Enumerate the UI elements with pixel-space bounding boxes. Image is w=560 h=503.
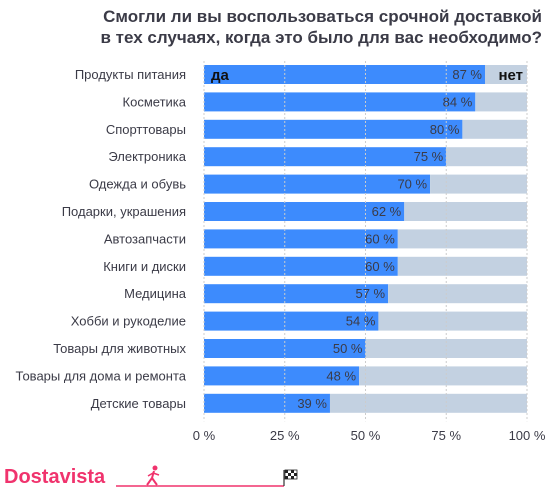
value-label: 62 % [372, 204, 402, 219]
bar-no [329, 393, 527, 413]
bar-yes [204, 119, 463, 139]
value-label: 48 % [326, 368, 356, 383]
bar-yes [204, 339, 366, 358]
runner-icon [146, 465, 160, 486]
x-tick-label: 0 % [193, 428, 216, 443]
bar-yes [204, 202, 405, 221]
chart-title-line-2: в тех случаях, когда это было для вас не… [100, 28, 542, 47]
value-label: 60 % [365, 259, 395, 274]
value-label: 80 % [430, 122, 460, 137]
brand-logo: Dostavista [4, 466, 106, 488]
bar-yes [204, 256, 398, 276]
category-label: Продукты питания [75, 67, 186, 82]
x-tick-label: 25 % [270, 428, 300, 443]
category-label: Товары для дома и ремонта [16, 368, 187, 383]
category-label: Спорттовары [106, 122, 186, 137]
x-tick-label: 50 % [351, 428, 381, 443]
category-label: Подарки, украшения [62, 204, 186, 219]
bar-yes [204, 65, 486, 84]
value-label: 50 % [333, 341, 363, 356]
bar-no [404, 202, 527, 221]
bar-no [430, 174, 527, 194]
value-label: 57 % [355, 286, 385, 301]
bar-no [365, 339, 527, 358]
category-label: Детские товары [91, 396, 186, 411]
bar-yes [204, 284, 389, 304]
value-label: 75 % [414, 149, 444, 164]
finish-flag-icon [283, 469, 298, 486]
bar-yes [204, 147, 447, 167]
value-label: 60 % [365, 231, 395, 246]
chart-title-line-1: Смогли ли вы воспользоваться срочной дос… [103, 7, 542, 26]
bar-no [485, 65, 527, 84]
bar-yes [204, 174, 431, 194]
bar-no [397, 229, 527, 249]
x-tick-label: 100 % [509, 428, 546, 443]
courier-route-icon [116, 465, 298, 487]
x-tick-label: 75 % [431, 428, 461, 443]
chart-title: Смогли ли вы воспользоваться срочной дос… [42, 6, 542, 48]
bar-no [462, 119, 527, 139]
bar-no [359, 366, 527, 386]
category-label: Косметика [123, 94, 187, 109]
bar-yes [204, 229, 398, 249]
bar-no [397, 256, 527, 276]
bar-no [446, 147, 527, 167]
legend-label-yes: да [211, 67, 230, 84]
bar-yes [204, 311, 379, 331]
category-label: Хобби и рукоделие [71, 314, 186, 329]
value-label: 70 % [397, 177, 427, 192]
bar-yes [204, 366, 360, 386]
bar-no [475, 92, 527, 112]
bar-chart: Продукты питания 87 % Косметика 84 % Спортто… [16, 61, 546, 443]
legend-label-no: нет [498, 67, 523, 84]
value-label: 54 % [346, 314, 376, 329]
value-label: 84 % [443, 94, 473, 109]
category-label: Одежда и обувь [89, 177, 186, 192]
category-label: Книги и диски [103, 259, 186, 274]
category-label: Товары для животных [53, 341, 186, 356]
bar-yes [204, 92, 476, 112]
bar-no [388, 284, 527, 304]
category-label: Автозапчасти [104, 231, 186, 246]
bar-yes [204, 393, 330, 413]
bar-no [378, 311, 527, 331]
category-label: Медицина [124, 286, 187, 301]
value-label: 87 % [452, 67, 482, 82]
value-label: 39 % [297, 396, 327, 411]
category-label: Электроника [108, 149, 186, 164]
